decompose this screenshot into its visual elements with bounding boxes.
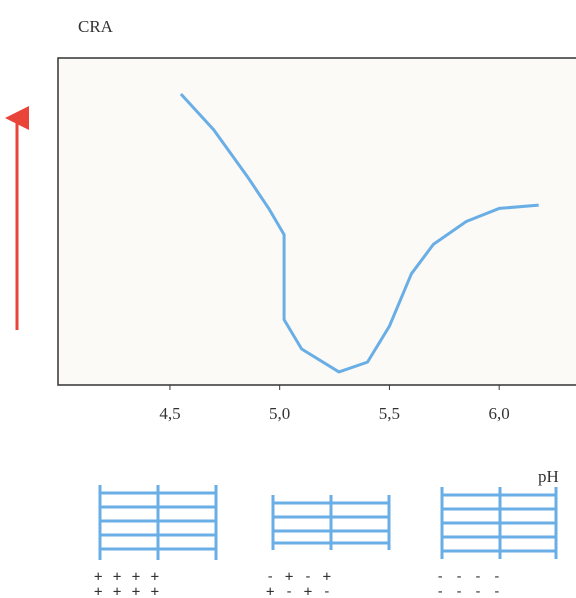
chart: CRA pH 4,5 5,0 5,5 6,0 + + + ++ + + + - + - +… [0,0,576,598]
charge-signs: + + + + [94,569,160,585]
charge-signs: - - - - [436,569,502,585]
charge-signs: + - + - [266,584,332,598]
x-tick-label: 5,5 [379,404,400,423]
plot-frame [58,58,576,385]
x-tick-label: 4,5 [159,404,180,423]
membrane-diagrams [100,485,556,560]
x-tick-label: 6,0 [489,404,510,423]
charge-signs: - - - - [436,584,502,598]
y-axis-label: CRA [78,17,114,36]
charge-signs: + + + + [94,584,160,598]
x-axis-label: pH [538,467,559,486]
charge-signs: - + - + [266,569,332,585]
x-tick-label: 5,0 [269,404,290,423]
